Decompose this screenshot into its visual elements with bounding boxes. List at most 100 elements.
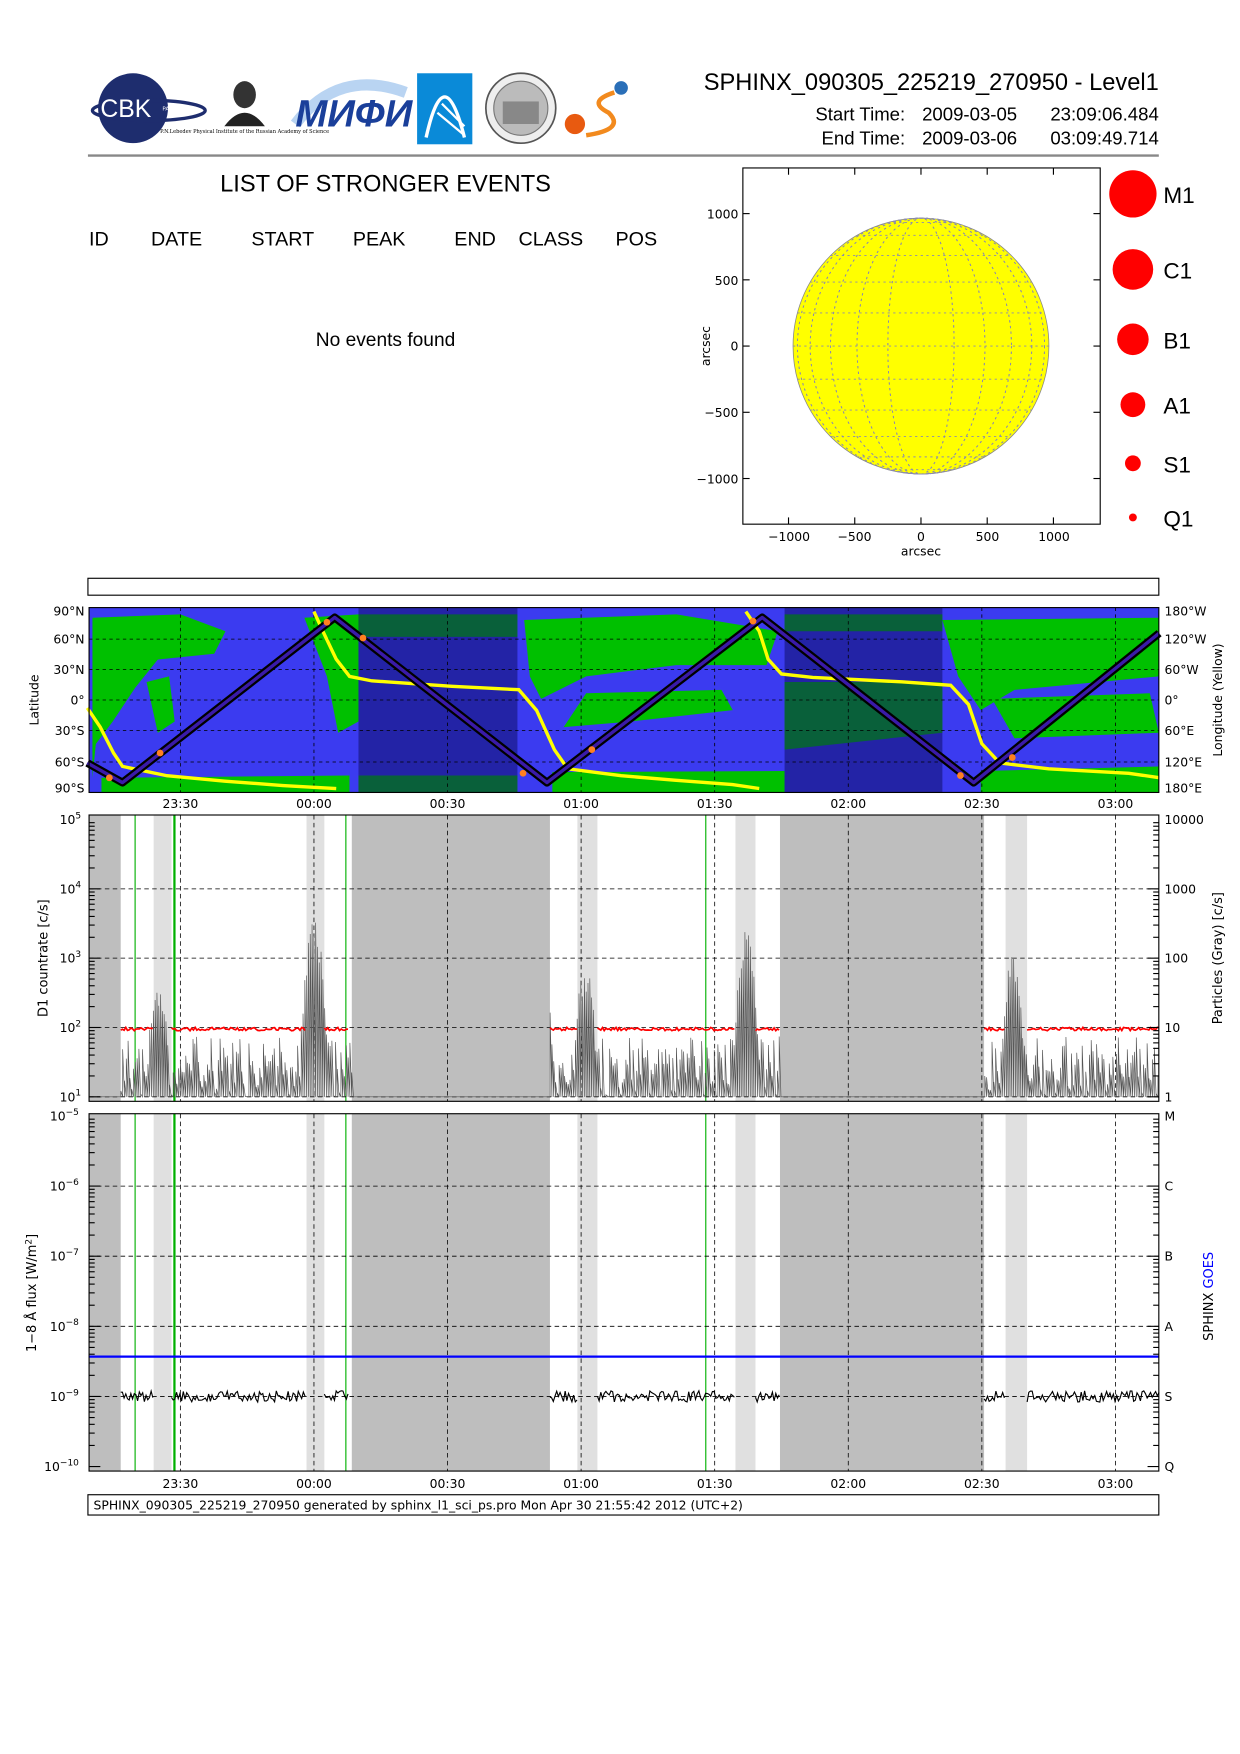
lon-tick: 60°E: [1164, 723, 1194, 738]
sun-ytick: −1000: [696, 472, 738, 487]
d1-countrate-series: [597, 1025, 735, 1033]
lon-tick: 120°E: [1164, 755, 1202, 770]
sun-xtick: 500: [976, 529, 1000, 544]
data-gap-shading: [779, 1113, 985, 1472]
saa-shading: [153, 1113, 172, 1472]
map-ylabel-right: Longitude (Yellow): [1210, 643, 1225, 756]
lat-tick: 90°S: [55, 780, 85, 795]
events-table-header: ID DATE START PEAK END CLASS POS: [89, 229, 657, 251]
logo-sphinx: [564, 81, 628, 138]
column-start: START: [251, 229, 314, 251]
footer-text: SPHINX_090305_225219_270950 generated by…: [94, 1497, 743, 1512]
legend-sphinx: SPHINX: [1202, 1293, 1217, 1341]
sun-xtick: −1000: [768, 529, 810, 544]
tick-base: 10: [60, 951, 76, 966]
tick-base: 10: [50, 1108, 66, 1123]
tick-exponent: −8: [66, 1318, 80, 1328]
logo-iki: [417, 73, 473, 145]
d1-countrate-series: [983, 1026, 1005, 1032]
count-ytick-left: 103: [60, 950, 81, 966]
flare-class-legend: M1 C1 B1 A1 S1 Q1: [1109, 170, 1195, 531]
count-ytick-left: 105: [60, 811, 81, 827]
d1-countrate-series: [323, 1026, 349, 1032]
lat-tick: 0°: [70, 693, 84, 708]
longitude-curve: [312, 610, 760, 791]
tick-base: 10: [50, 1179, 66, 1194]
legend-marker-m1: [1109, 170, 1157, 218]
count-ytick-left: 102: [60, 1019, 81, 1035]
flux-class-label: A: [1164, 1319, 1173, 1334]
flux-panel: 10−5 M10−6 C10−7 B10−8 A10−9 S10−10 Q 1−8 Å fl…: [24, 1108, 1217, 1491]
time-tick-label: 03:00: [1098, 1476, 1134, 1491]
sphinx-flux-series: [596, 1389, 735, 1403]
flux-class-label: Q: [1164, 1459, 1174, 1474]
lat-tick: 60°N: [53, 632, 84, 647]
time-tick-label: 00:00: [296, 796, 332, 811]
track-hotspot: [323, 618, 331, 626]
time-tick-label: 01:00: [563, 1476, 599, 1491]
sphinx-flux-series: [754, 1389, 780, 1404]
saa-shading: [1005, 1113, 1028, 1472]
track-hotspot: [1008, 754, 1016, 761]
sphinx-flux-series: [170, 1389, 306, 1404]
time-tick-label: 23:30: [163, 1476, 199, 1491]
sun-xtick: −500: [837, 529, 871, 544]
sphinx-flux-series: [323, 1389, 349, 1403]
map-ylabel: Latitude: [26, 675, 41, 726]
legend-label-m1: M1: [1163, 183, 1194, 208]
tick-base: 10: [60, 881, 76, 896]
svg-text:2009-03-06: 2009-03-06: [922, 127, 1017, 148]
time-tick-label: 00:00: [296, 1476, 332, 1491]
tick-exponent: 5: [75, 811, 81, 821]
satellite-track-core: [86, 615, 1161, 785]
legend-label-b1: B1: [1163, 328, 1191, 353]
count-ytick-right: 10: [1164, 1020, 1180, 1035]
d1-countrate-series: [171, 1025, 306, 1033]
tick-exponent: −10: [60, 1458, 79, 1468]
lon-tick: 180°W: [1164, 603, 1206, 618]
legend-marker-q1: [1128, 513, 1137, 522]
legend-label-a1: A1: [1163, 394, 1191, 419]
d1-countrate-series: [754, 1026, 780, 1033]
sun-meridian: [830, 217, 1012, 475]
time-tick-label: 02:30: [964, 1476, 1000, 1491]
logo-lebedev-institute: P.N.Lebedev Physical Institute of the Ru…: [160, 81, 329, 135]
track-hotspot: [749, 617, 757, 625]
legend-marker-c1: [1112, 249, 1154, 290]
column-date: DATE: [151, 229, 202, 251]
logo-observatory-seal: [485, 72, 557, 145]
tick-base: 10: [44, 1459, 60, 1474]
svg-text:МИФИ: МИФИ: [295, 92, 413, 135]
legend-label-q1: Q1: [1163, 506, 1193, 531]
flux-class-label: B: [1164, 1249, 1173, 1264]
d1-countrate-series: [1026, 1025, 1160, 1033]
column-pos: POS: [615, 229, 657, 251]
tick-exponent: −5: [66, 1108, 79, 1118]
sun-position-plot: 1000 500 0 −500 −1000 −1000 −500 0 500 1…: [696, 167, 1101, 559]
time-tick-label: 01:00: [563, 796, 599, 811]
tick-exponent: 3: [75, 950, 81, 960]
svg-text:23:09:06.484: 23:09:06.484: [1050, 104, 1158, 125]
lat-tick: 30°N: [53, 662, 84, 677]
svg-text:PAN: PAN: [162, 106, 173, 112]
svg-text:Start Time:: Start Time:: [815, 104, 905, 125]
time-tick-label: 23:30: [163, 796, 199, 811]
tick-base: 10: [60, 812, 76, 827]
report-title: SPHINX_090305_225219_270950 - Level1: [704, 70, 1159, 96]
flux-ytick-left: 10−5: [50, 1108, 79, 1124]
flux-class-label: M: [1164, 1108, 1175, 1123]
track-hotspot: [588, 746, 596, 754]
tick-exponent: −6: [66, 1178, 80, 1188]
footer-box: [87, 1494, 1160, 1516]
flux-ytick-left: 10−9: [50, 1388, 79, 1404]
legend-marker-s1: [1125, 455, 1141, 472]
legend-marker-a1: [1120, 392, 1146, 418]
lat-tick: 90°N: [53, 603, 84, 618]
saa-shading: [735, 1113, 756, 1472]
ground-track-map: 90°N 60°N 30°N 0° 30°S 60°S 90°S 180°W 1…: [26, 603, 1225, 811]
sun-ytick: −500: [704, 405, 738, 420]
flux-ytick-left: 10−8: [50, 1318, 79, 1334]
count-ytick-right: 10000: [1164, 812, 1203, 827]
d1-countrate-series: [549, 1025, 578, 1032]
